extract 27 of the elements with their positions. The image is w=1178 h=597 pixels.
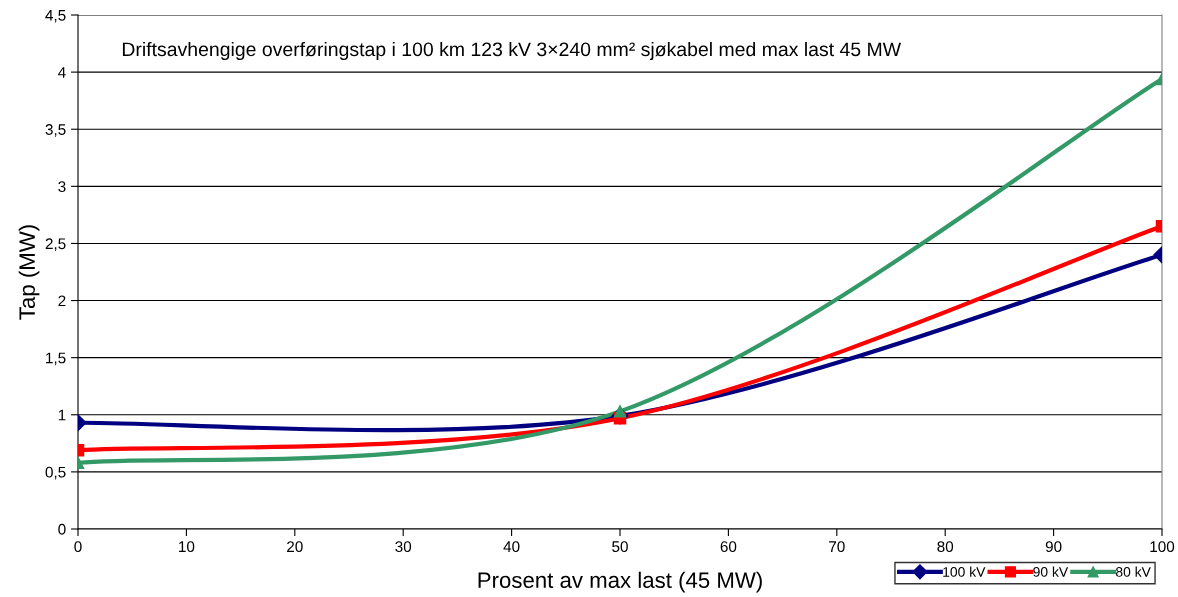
text: Driftsavhengige overføringstap i 100 km 123 kV 3×240 mm² sjøkabel med max last 45 MW [122,41,902,61]
x-tick-label: 60 [720,541,737,553]
y-tick-label: 0,5 [45,466,66,480]
y-tick-label: 1 [58,409,66,421]
legend-label: 90 kV [1033,566,1069,577]
x-tick-label: 30 [395,541,412,553]
x-tick-label: 70 [829,541,845,553]
x-tick-label: 40 [503,541,520,553]
x-tick-label: 100 [1150,541,1175,553]
y-tick-label: 3 [58,181,66,193]
x-tick-label: 80 [937,541,954,553]
y-tick-label: 2 [58,295,66,307]
y-tick-label: 2,5 [45,238,66,251]
y-axis-title: Tap (MW) [18,225,40,320]
y-tick-label: 4 [58,67,66,78]
legend-label: 100 kV [943,566,986,577]
y-tick-label: 4,5 [45,10,66,23]
y-tick-label: 3,5 [45,124,66,137]
legend-label: 80 kV [1115,566,1151,577]
x-tick-label: 90 [1045,541,1062,553]
x-tick-label: 0 [74,541,82,553]
x-tick-label: 10 [179,541,195,553]
y-tick-label: 0 [58,523,66,535]
x-tick-label: 20 [287,541,303,553]
x-tick-label: 50 [612,541,628,553]
y-tick-label: 1,5 [46,352,66,366]
x-axis-title: Prosent av max last (45 MW) [478,571,762,593]
